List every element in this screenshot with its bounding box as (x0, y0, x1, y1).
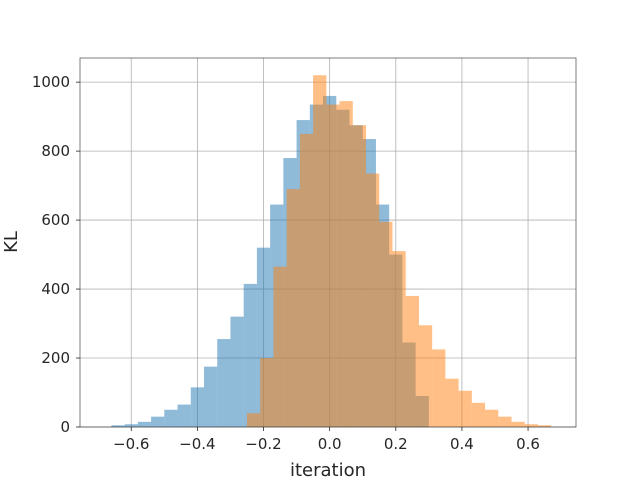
histogram-bar (124, 424, 138, 427)
x-tick-label: −0.4 (179, 435, 215, 453)
histogram-bar (405, 295, 419, 427)
histogram-bar (260, 358, 274, 427)
y-tick-label: 200 (41, 349, 70, 367)
y-tick-label: 400 (41, 280, 70, 298)
histogram-bar (485, 409, 499, 427)
histogram-bar (177, 404, 191, 427)
histogram-bar (299, 133, 314, 428)
histogram-bar (445, 378, 459, 427)
x-axis-ticks: −0.6 −0.4 −0.2 0.0 0.2 0.4 0.6 (113, 427, 540, 453)
histogram-bar (432, 349, 446, 427)
histogram-bar (246, 413, 261, 427)
histogram-bar (498, 416, 512, 427)
histogram-bar (164, 409, 178, 427)
y-tick-label: 600 (41, 211, 70, 229)
histogram-bar (273, 266, 287, 427)
histogram-bar (339, 101, 353, 427)
x-tick-label: −0.6 (113, 435, 149, 453)
histogram-bar (537, 425, 552, 427)
histogram-bar (418, 325, 433, 427)
histogram-bar (471, 402, 486, 427)
histogram-bars (111, 75, 552, 428)
y-tick-label: 800 (41, 142, 70, 160)
x-axis-label: iteration (290, 460, 366, 480)
y-axis-ticks: 0 200 400 600 800 1000 (32, 73, 80, 436)
x-tick-label: −0.2 (245, 435, 281, 453)
x-tick-label: 0.4 (450, 435, 474, 453)
histogram-bar (230, 316, 244, 427)
histogram-bar (243, 283, 257, 427)
histogram-series-2 (246, 75, 552, 428)
histogram-bar (392, 251, 406, 427)
histogram-bar (137, 421, 152, 427)
histogram-bar (111, 425, 125, 427)
plot-frame (79, 57, 577, 428)
histogram-bar (458, 390, 472, 427)
histogram-bar (379, 221, 393, 427)
histogram-bar (524, 424, 538, 427)
y-axis-label: KL (1, 231, 22, 253)
x-tick-label: 0.2 (384, 435, 408, 453)
x-tick-label: 0.6 (516, 435, 540, 453)
histogram-bar (313, 75, 327, 428)
x-tick-label: 0.0 (318, 435, 342, 453)
histogram-bar (326, 104, 340, 427)
y-tick-label: 0 (60, 418, 70, 436)
histogram-bar (151, 416, 165, 427)
histogram-bar (217, 339, 231, 427)
histogram-bar (511, 421, 525, 427)
histogram-bar (190, 387, 204, 427)
histogram-bar (366, 173, 380, 427)
histogram-bar (352, 125, 367, 427)
y-tick-label: 1000 (32, 73, 70, 91)
histogram-bar (286, 189, 300, 427)
histogram-bar (204, 366, 218, 427)
